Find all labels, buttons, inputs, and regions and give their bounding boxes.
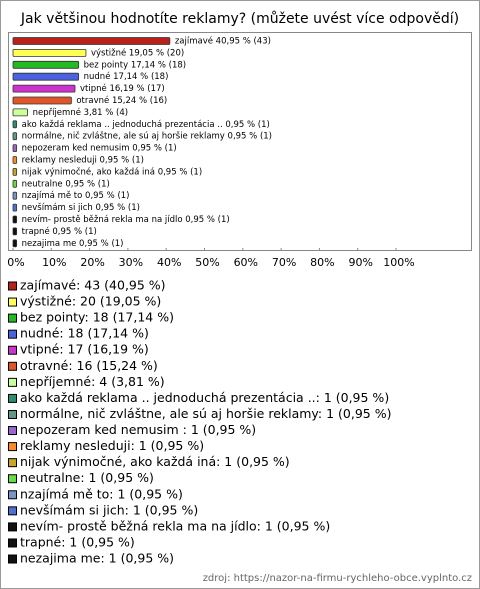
legend-label: trapné: 1 (0,95 %) bbox=[20, 534, 135, 549]
bar-label: nijak výnimočné, ako každá iná 0,95 % (1… bbox=[22, 166, 203, 177]
legend-swatch bbox=[8, 490, 17, 500]
bar bbox=[12, 239, 18, 248]
legend-swatch bbox=[8, 538, 17, 548]
bar bbox=[12, 49, 87, 57]
bar-label: normálne, nič zvláštne, ale sú aj horšie… bbox=[22, 131, 272, 142]
x-tick-label: 70% bbox=[272, 256, 296, 269]
bar bbox=[12, 215, 18, 224]
bar bbox=[12, 37, 171, 45]
legend-swatch bbox=[8, 393, 17, 403]
bar-label: zajímavé 40,95 % (43) bbox=[175, 36, 271, 47]
legend-label: normálne, nič zvláštne, ale sú aj horšie… bbox=[20, 406, 391, 421]
legend-label: nzajímá mě to: 1 (0,95 %) bbox=[20, 486, 183, 501]
bar bbox=[12, 203, 18, 212]
bar bbox=[12, 96, 72, 105]
bar bbox=[12, 120, 18, 129]
bar-label: nevšímám si jich 0,95 % (1) bbox=[22, 202, 140, 213]
bar bbox=[12, 227, 18, 236]
bar-label: trapné 0,95 % (1) bbox=[22, 226, 97, 237]
bar-label: nevím- prostě běžná rekla ma na jídlo 0,… bbox=[22, 215, 230, 225]
legend-swatch bbox=[8, 442, 17, 452]
bar bbox=[12, 167, 18, 176]
bar bbox=[12, 144, 18, 153]
legend-swatch bbox=[8, 281, 17, 291]
bar-label: otravné 15,24 % (16) bbox=[76, 95, 167, 106]
bar-label: nepříjemné 3,81 % (4) bbox=[33, 107, 129, 118]
x-tick-label: 10% bbox=[42, 256, 66, 269]
bar-label: vtipné 16,19 % (17) bbox=[80, 83, 165, 94]
legend-swatch bbox=[8, 377, 17, 387]
bar bbox=[12, 84, 76, 93]
legend-label: reklamy nesleduji: 1 (0,95 %) bbox=[20, 438, 204, 453]
bar-label: nudné 17,14 % (18) bbox=[84, 71, 169, 82]
bar-label: výstižné 19,05 % (20) bbox=[91, 47, 184, 58]
legend-label: nepříjemné: 4 (3,81 %) bbox=[20, 374, 165, 389]
bar-label: neutralne 0,95 % (1) bbox=[22, 179, 110, 189]
legend-label: ako každá reklama .. jednoduchá prezentá… bbox=[20, 390, 389, 405]
legend-label: bez pointy: 18 (17,14 %) bbox=[20, 310, 174, 325]
x-tick-label: 50% bbox=[195, 256, 219, 269]
legend-label: nevšímám si jich: 1 (0,95 %) bbox=[20, 502, 198, 517]
legend-swatch bbox=[8, 409, 17, 419]
legend-label: nevím- prostě běžná rekla ma na jídlo: 1… bbox=[20, 518, 330, 533]
legend-label: nudné: 18 (17,14 %) bbox=[20, 326, 149, 341]
bar-label: nezajima me 0,95 % (1) bbox=[22, 239, 124, 249]
x-tick-label: 20% bbox=[80, 256, 104, 269]
x-tick-label: 0% bbox=[7, 256, 24, 269]
legend-swatch bbox=[8, 506, 17, 516]
x-tick-label: 30% bbox=[119, 256, 143, 269]
bar bbox=[12, 132, 18, 141]
plot-area bbox=[8, 32, 472, 251]
legend-swatch bbox=[8, 522, 17, 532]
bar-label: ako každá reklama .. jednoduchá prezentá… bbox=[22, 120, 270, 130]
bar bbox=[12, 72, 80, 81]
bar bbox=[12, 179, 18, 188]
bar-label: nepozeram ked nemusim 0,95 % (1) bbox=[22, 144, 177, 154]
x-tick-label: 90% bbox=[348, 256, 372, 269]
legend-swatch bbox=[8, 426, 17, 436]
legend-label: nepozeram ked nemusim : 1 (0,95 %) bbox=[20, 422, 256, 437]
legend-label: vtipné: 17 (16,19 %) bbox=[20, 342, 149, 357]
legend-swatch bbox=[8, 554, 17, 564]
x-tick-label: 100% bbox=[383, 256, 414, 269]
bar bbox=[12, 60, 80, 69]
bar-label: nzajímá mě to 0,95 % (1) bbox=[22, 191, 130, 201]
legend-swatch bbox=[8, 474, 17, 484]
x-tick-label: 40% bbox=[157, 256, 181, 269]
legend-label: výstižné: 20 (19,05 %) bbox=[20, 294, 161, 309]
bar-label: reklamy nesleduji 0,95 % (1) bbox=[22, 156, 144, 166]
legend-label: neutralne: 1 (0,95 %) bbox=[20, 470, 154, 485]
legend-label: zajímavé: 43 (40,95 %) bbox=[20, 278, 166, 293]
x-tick-label: 80% bbox=[310, 256, 334, 269]
legend-label: otravné: 16 (15,24 %) bbox=[20, 358, 158, 373]
legend-swatch bbox=[8, 345, 17, 355]
legend-label: nijak výnimočné, ako každá iná: 1 (0,95 … bbox=[20, 454, 290, 469]
bar bbox=[12, 156, 18, 164]
legend-swatch bbox=[8, 313, 17, 323]
bar bbox=[12, 191, 18, 200]
x-tick-label: 60% bbox=[234, 256, 258, 269]
legend-swatch bbox=[8, 458, 17, 468]
source: zdroj: https://nazor-na-firmu-rychleho-o… bbox=[203, 573, 472, 584]
legend-swatch bbox=[8, 329, 17, 339]
legend-swatch bbox=[8, 297, 17, 307]
legend-label: nezajima me: 1 (0,95 %) bbox=[20, 551, 174, 566]
chart-title: Jak většinou hodnotíte reklamy? (můžete … bbox=[20, 11, 459, 27]
legend-swatch bbox=[8, 361, 17, 371]
bar-label: bez pointy 17,14 % (18) bbox=[84, 60, 186, 70]
bar bbox=[12, 108, 28, 117]
